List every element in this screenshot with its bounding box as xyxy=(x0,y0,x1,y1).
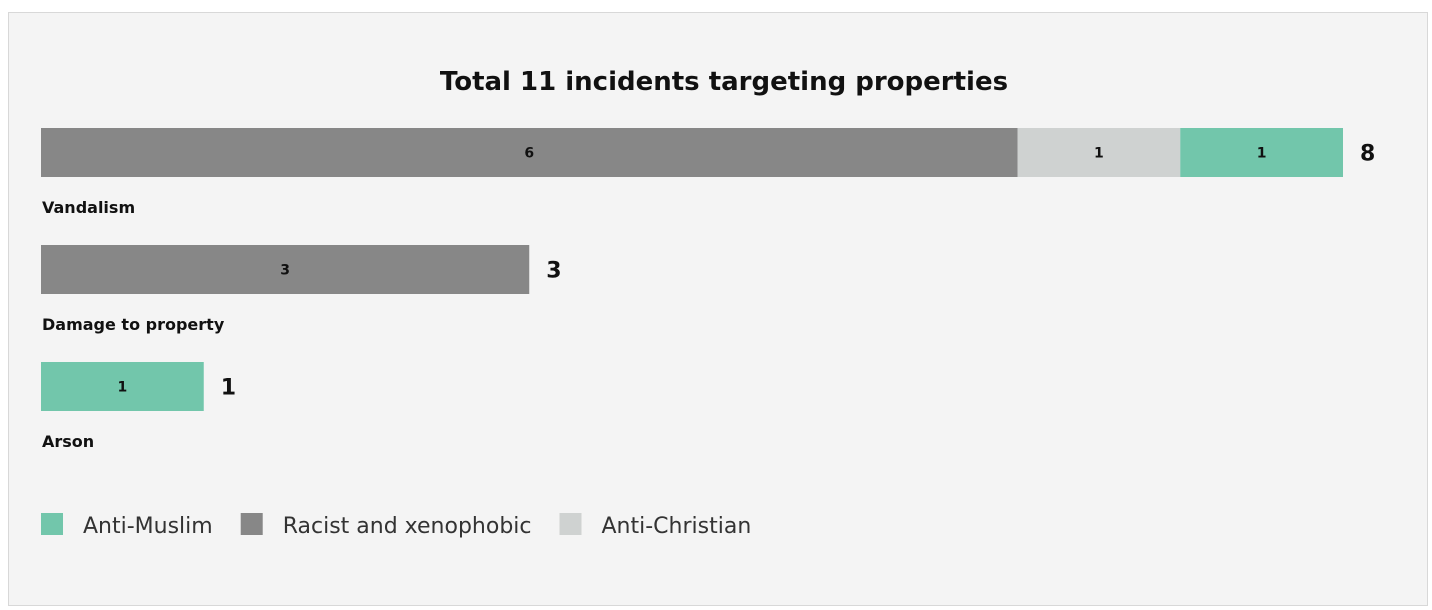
bar-damage-to-property-racist-and-xenophobic xyxy=(41,245,530,294)
segment-label-vandalism-racist-and-xenophobic: 6 xyxy=(524,146,534,162)
legend-label-anti-christian: Anti-Christian xyxy=(602,514,752,539)
legend-swatch-anti-christian xyxy=(559,513,582,535)
legend-item-racist-and-xenophobic: Racist and xenophobic xyxy=(240,513,532,539)
legend-item-anti-muslim: Anti-Muslim xyxy=(41,513,213,539)
segment-label-vandalism-anti-muslim: 1 xyxy=(1257,146,1267,162)
bars-group: 6 1 1 8 Vandalism 3 3 Damage to property 1 1 Arson xyxy=(41,128,1375,451)
bar-arson-anti-muslim xyxy=(41,362,204,411)
legend-swatch-racist-and-xenophobic xyxy=(240,513,263,535)
chart-panel xyxy=(8,12,1428,606)
total-label-damage-to-property: 3 xyxy=(546,259,561,284)
bar-vandalism-racist-and-xenophobic xyxy=(41,128,1018,177)
bar-vandalism-anti-christian xyxy=(1017,128,1181,177)
chart-title: Total 11 incidents targeting properties xyxy=(440,67,1008,97)
total-label-vandalism: 8 xyxy=(1360,142,1375,167)
category-label-arson: Arson xyxy=(42,432,94,451)
total-label-arson: 1 xyxy=(221,376,236,401)
legend-label-anti-muslim: Anti-Muslim xyxy=(83,514,213,539)
legend-label-racist-and-xenophobic: Racist and xenophobic xyxy=(283,514,532,539)
legend-item-anti-christian: Anti-Christian xyxy=(559,513,752,539)
category-label-vandalism: Vandalism xyxy=(42,198,135,217)
category-label-damage-to-property: Damage to property xyxy=(42,315,225,334)
segment-label-arson-anti-muslim: 1 xyxy=(118,380,128,396)
segment-label-vandalism-anti-christian: 1 xyxy=(1094,146,1104,162)
legend: Anti-Muslim Racist and xenophobic Anti-Chr… xyxy=(41,513,751,539)
bar-vandalism-anti-muslim xyxy=(1180,128,1343,177)
legend-swatch-anti-muslim xyxy=(41,513,63,535)
segment-label-damage-to-property-racist-and-xenophobic: 3 xyxy=(280,263,290,279)
